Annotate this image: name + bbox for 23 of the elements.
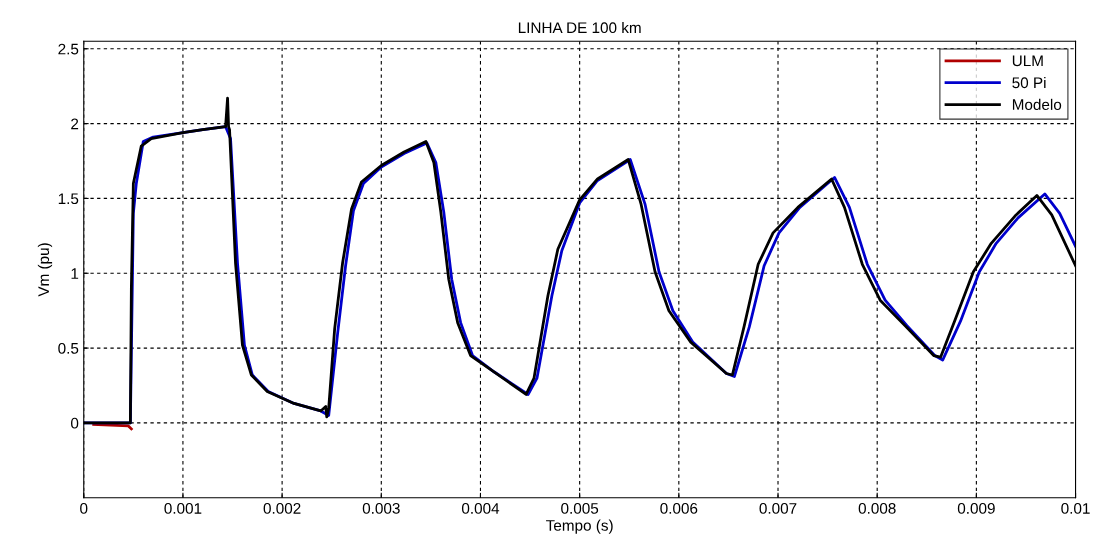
y-tick-label: 2.5 [58,43,79,55]
y-tick-label: 0 [70,417,79,429]
x-tick-label: 0.007 [759,503,797,514]
x-axis-title: Tempo (s) [546,519,613,534]
legend-label: Modelo [1012,98,1062,111]
y-tick-label: 2 [71,118,79,130]
y-tick-label: 1.5 [58,193,79,205]
x-tick-label: 0.003 [362,503,400,514]
x-tick-label: 0 [80,503,88,514]
x-tick-label: 0.005 [561,503,599,514]
y-tick-label: 1 [71,268,79,279]
x-tick-label: 0.01 [1061,503,1090,514]
y-tick-label: 0.5 [58,342,79,354]
legend-label: ULM [1012,55,1043,67]
x-tick-label: 0.004 [461,503,500,514]
x-tick-label: 0.009 [957,503,995,514]
x-tick-label: 0.006 [660,503,698,514]
legend-label: 50 Pi [1012,76,1046,89]
chart-title: LINHA DE 100 km [518,21,641,34]
y-axis-title: Vm (pu) [37,243,53,297]
x-tick-label: 0.008 [858,503,896,514]
x-tick-label: 0.002 [263,503,301,514]
x-tick-label: 0.001 [164,503,202,514]
